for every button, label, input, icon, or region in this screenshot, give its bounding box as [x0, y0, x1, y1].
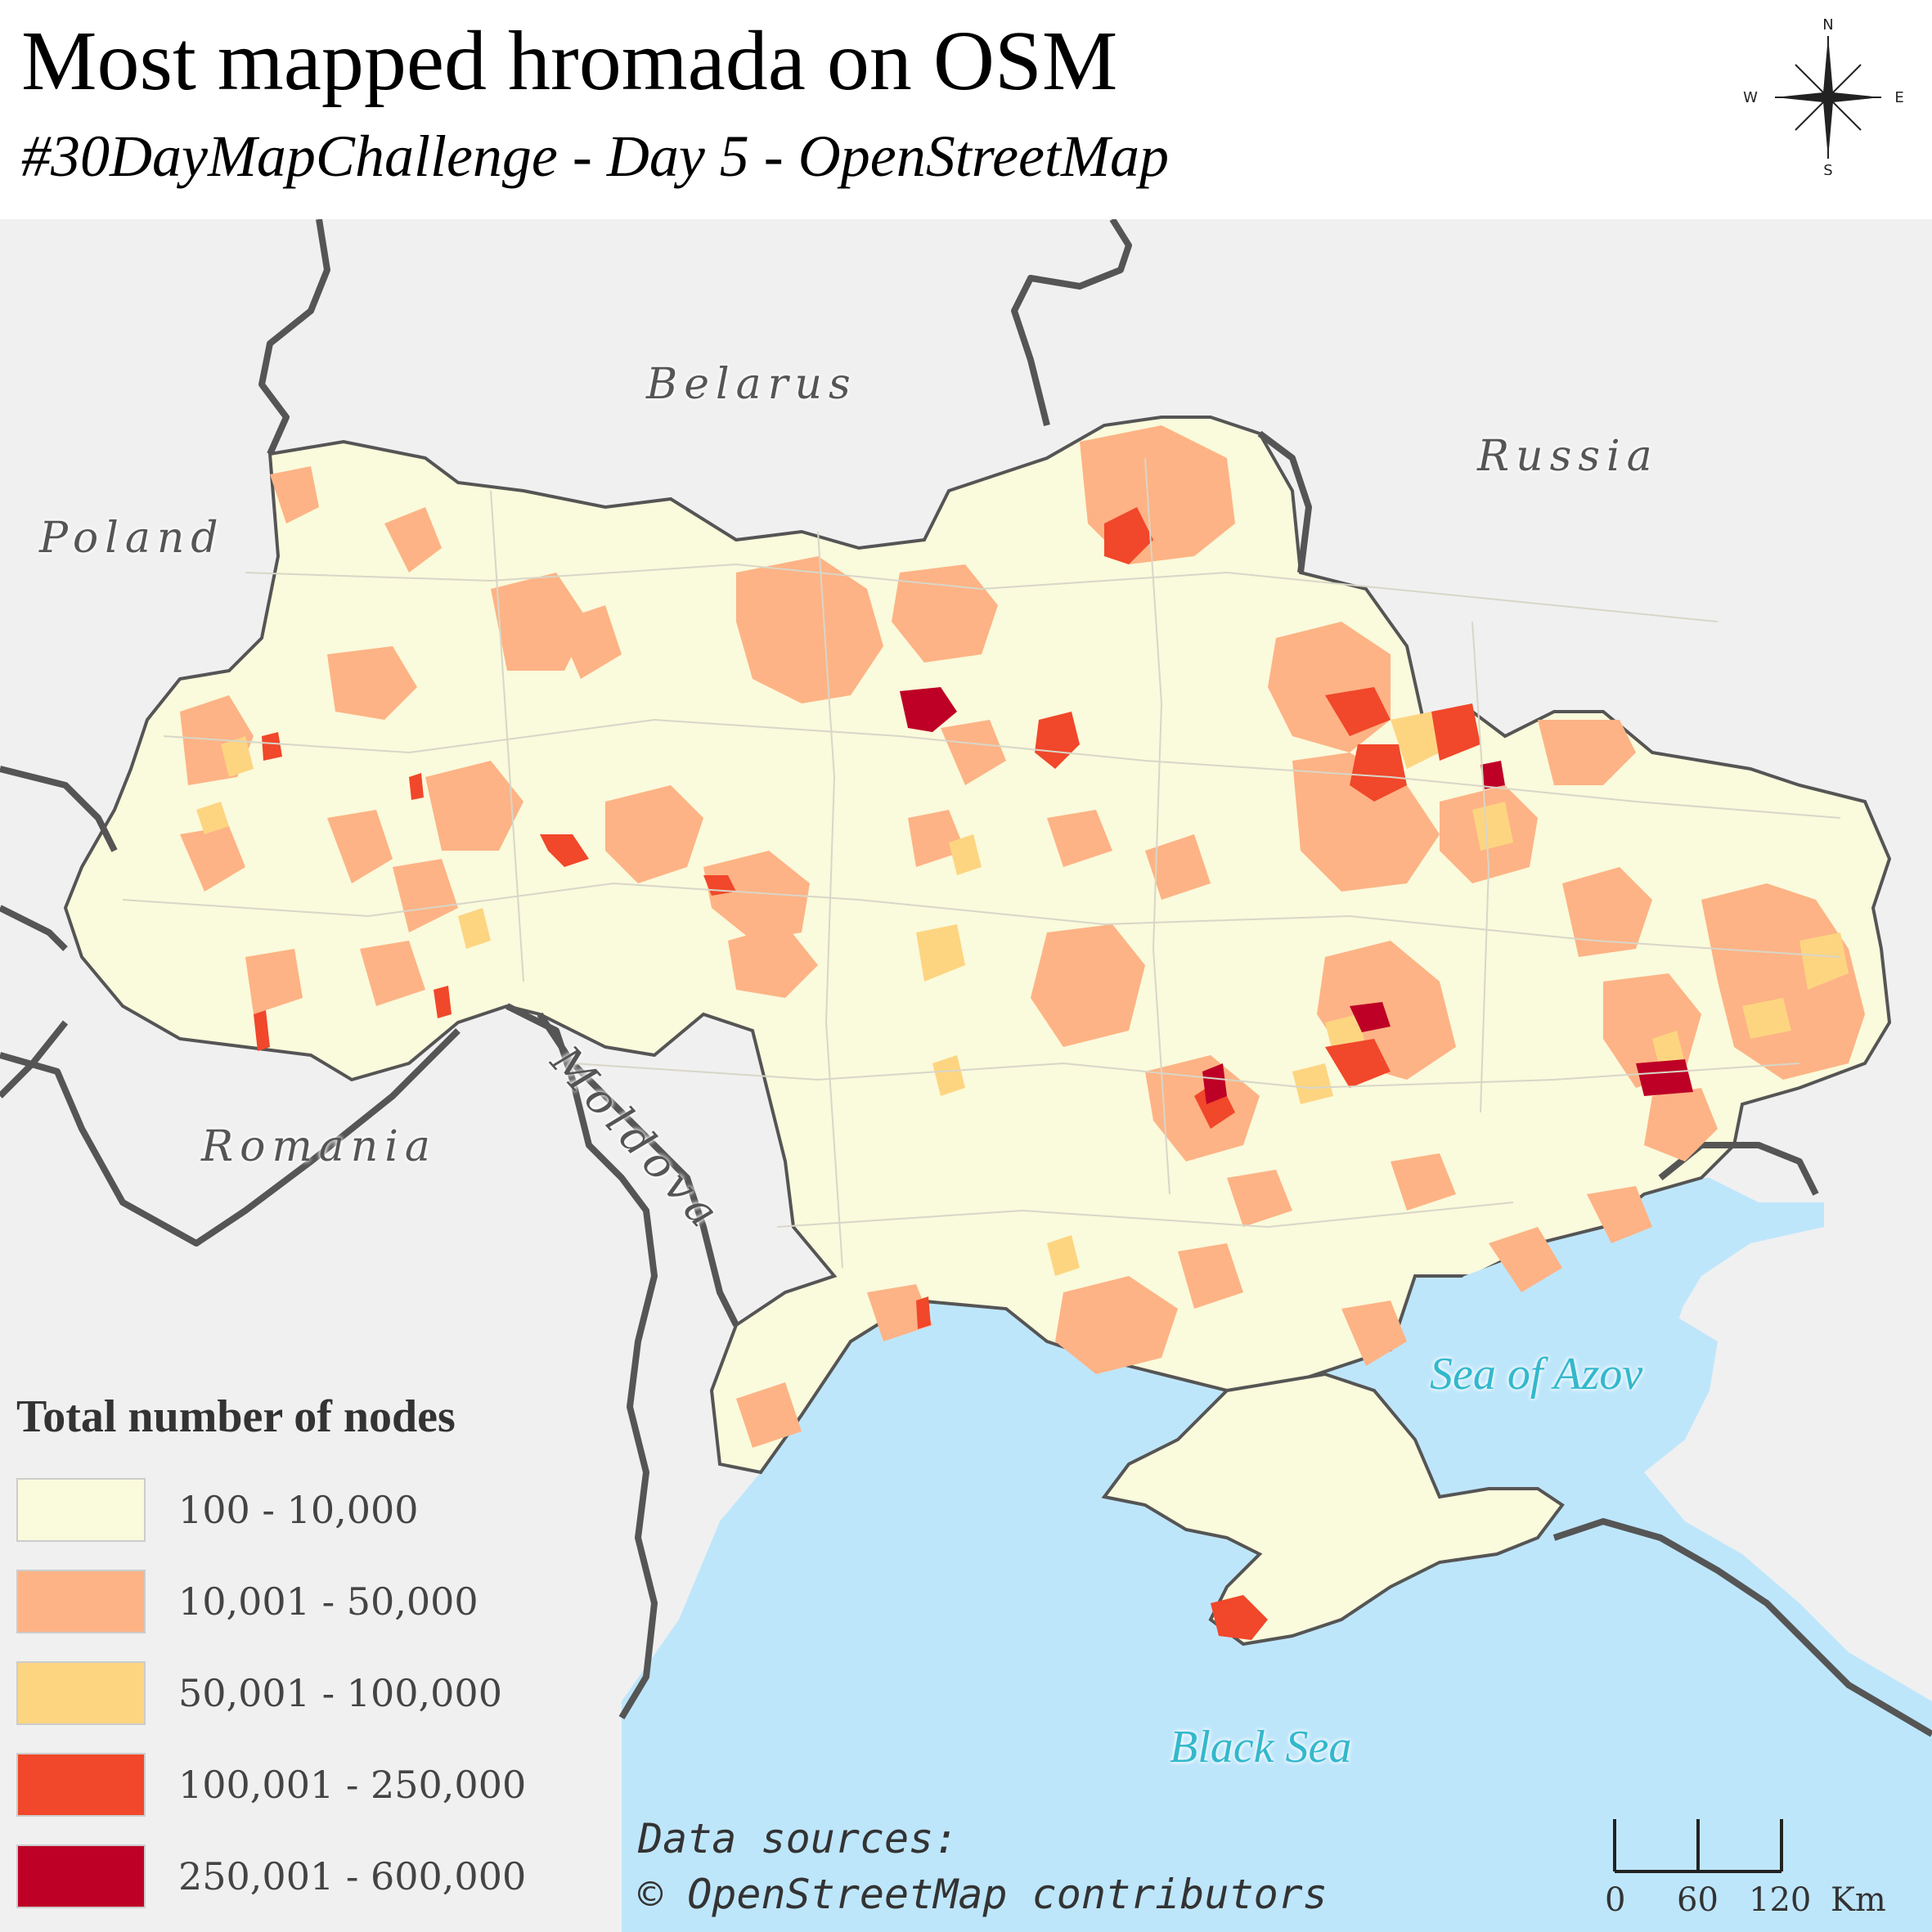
compass-n: N	[1822, 16, 1833, 34]
compass-s: S	[1823, 162, 1832, 175]
legend-swatch	[16, 1844, 146, 1908]
national-borders	[0, 219, 1932, 1737]
sources-credit: © OpenStreetMap contributors	[638, 1870, 1328, 1918]
label-black-sea: Black Sea	[1170, 1722, 1352, 1772]
legend-label: 10,001 - 50,000	[178, 1579, 479, 1624]
compass-e: E	[1894, 89, 1903, 106]
class-250k-600k-regions	[900, 687, 1693, 1104]
label-russia: Russia	[1477, 432, 1659, 481]
legend-swatch	[16, 1661, 146, 1725]
compass-w: W	[1743, 89, 1758, 106]
legend-label: 100,001 - 250,000	[178, 1763, 527, 1807]
legend-item: 50,001 - 100,000	[16, 1647, 605, 1739]
header: Most mapped hromada on OSM #30DayMapChal…	[0, 0, 1932, 219]
crimea-landmass	[1101, 1372, 1565, 1647]
legend-swatch	[16, 1570, 146, 1633]
legend-label: 250,001 - 600,000	[178, 1854, 527, 1898]
scale-unit: Km	[1831, 1881, 1886, 1919]
scale-bar	[1613, 1819, 1783, 1873]
map-subtitle: #30DayMapChallenge - Day 5 - OpenStreetM…	[21, 124, 1169, 189]
legend-swatch	[16, 1753, 146, 1817]
label-belarus: Belarus	[646, 360, 857, 409]
map-frame: Belarus Russia Poland Romania Moldova Se…	[0, 219, 1932, 1932]
legend-item: 10,001 - 50,000	[16, 1556, 605, 1647]
legend-title: Total number of nodes	[16, 1391, 456, 1442]
scale-label-120: 120	[1749, 1881, 1812, 1919]
scale-label-60: 60	[1677, 1881, 1719, 1919]
legend: Total number of nodes 100 - 10,000 10,00…	[16, 1391, 605, 1922]
sources-heading: Data sources:	[638, 1815, 959, 1862]
legend-item: 100,001 - 250,000	[16, 1739, 605, 1831]
class-100k-250k-regions	[254, 507, 1480, 1640]
hromada-boundaries	[122, 457, 1841, 1269]
compass-rose-icon: N S E W	[1743, 16, 1904, 175]
sea-of-azov-area	[1415, 1227, 1701, 1489]
data-sources: Data sources: © OpenStreetMap contributo…	[638, 1812, 1328, 1922]
label-sea-of-azov: Sea of Azov	[1430, 1349, 1643, 1400]
label-poland: Poland	[39, 514, 225, 563]
ukraine-landmass	[63, 416, 1892, 1475]
legend-item: 100 - 10,000	[16, 1464, 605, 1556]
class-50k-100k-regions	[196, 712, 1849, 1276]
legend-item: 250,001 - 600,000	[16, 1831, 605, 1922]
legend-swatch	[16, 1478, 146, 1542]
scale-label-0: 0	[1605, 1881, 1626, 1919]
legend-label: 50,001 - 100,000	[178, 1671, 502, 1715]
map-canvas	[0, 219, 1932, 1932]
map-title: Most mapped hromada on OSM	[21, 14, 1118, 108]
label-romania: Romania	[201, 1122, 437, 1171]
legend-label: 100 - 10,000	[178, 1488, 419, 1532]
